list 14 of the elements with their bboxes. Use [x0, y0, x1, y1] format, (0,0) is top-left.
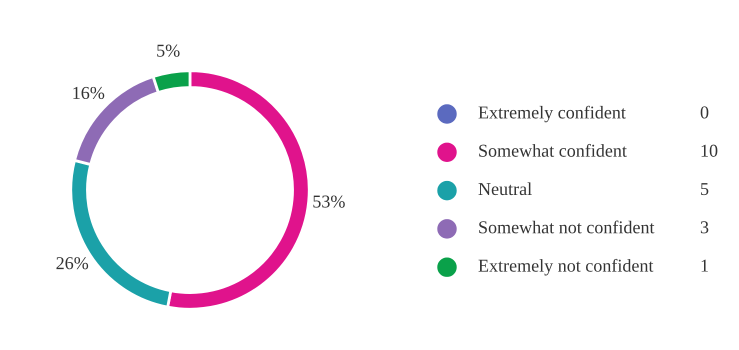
text: 0 [700, 106, 708, 119]
text: 10 [702, 144, 718, 157]
data-label: 5% [157, 44, 180, 57]
text: 3 [700, 221, 708, 234]
text: 5 [701, 183, 708, 196]
data-label: 16% [73, 86, 104, 100]
legend-label: Neutral [478, 182, 532, 196]
legend-label: Somewhat not confident [479, 220, 654, 234]
text: 1 [702, 260, 708, 272]
data-label: 26% [56, 257, 88, 270]
legend-label: Extremely confident [478, 106, 626, 122]
data-label: 53% [313, 195, 345, 208]
legend-label: Somewhat confident [479, 144, 627, 157]
legend-label: Extremely not confident [478, 258, 654, 276]
